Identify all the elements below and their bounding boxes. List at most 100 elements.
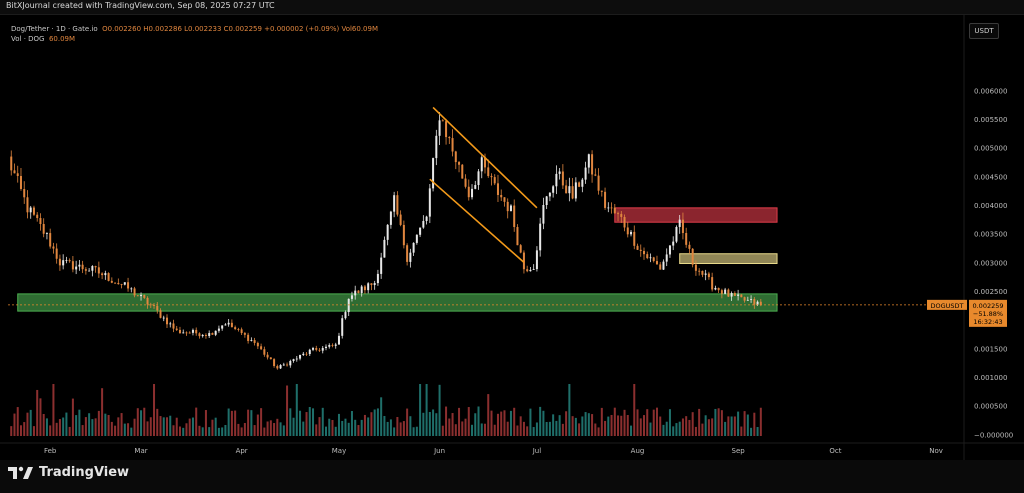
x-tick-label: Jul	[532, 447, 542, 455]
volume-bar	[558, 415, 561, 436]
y-tick-label: 0.000500	[974, 403, 1007, 411]
y-tick-label: 0.003000	[974, 259, 1007, 267]
tradingview-logo[interactable]: TradingView	[8, 464, 129, 480]
candle-body	[574, 182, 577, 199]
volume-bar	[724, 421, 727, 436]
candle-body	[753, 299, 756, 305]
volume-bar	[149, 417, 152, 436]
support-zone[interactable]	[17, 293, 778, 312]
volume-bar	[58, 419, 61, 436]
volume-bar	[107, 415, 110, 436]
candle-body	[78, 264, 81, 267]
candle-body	[208, 333, 211, 336]
volume-bar	[302, 421, 305, 436]
candle-body	[91, 266, 94, 271]
candle-body	[36, 214, 39, 219]
volume-bar	[88, 413, 91, 436]
volume-bar	[574, 417, 577, 436]
volume-bar	[65, 412, 68, 436]
candle-body	[655, 261, 658, 265]
candle-body	[545, 196, 548, 206]
volume-bar	[224, 425, 227, 436]
price-chart[interactable]: 0.006000 0.005500 0.005000 0.004500 0.004000…	[0, 15, 1024, 460]
candle-body	[344, 312, 347, 319]
volume-bar	[393, 427, 396, 436]
candle-body	[490, 176, 493, 178]
channel-line[interactable]	[432, 106, 538, 209]
chart-area[interactable]: 0.006000 0.005500 0.005000 0.004500 0.004000…	[0, 15, 1024, 460]
volume-bar	[701, 423, 704, 436]
volume-bar	[286, 385, 289, 436]
candle-body	[153, 305, 156, 306]
volume-bar	[506, 421, 509, 436]
candle-body	[604, 191, 607, 208]
mid-zone[interactable]	[679, 253, 778, 264]
volume-bar	[191, 417, 194, 436]
candle-body	[71, 261, 74, 270]
candle-body	[266, 354, 269, 358]
candle-body	[324, 346, 328, 349]
volume-bar	[545, 422, 548, 436]
zones[interactable]	[17, 207, 778, 312]
volume-bar	[42, 413, 45, 436]
candle-body	[552, 186, 555, 193]
volume-bar	[383, 415, 386, 436]
volume-bar	[182, 427, 185, 436]
volume-bar	[756, 427, 759, 436]
volume-bar	[380, 397, 383, 436]
volume-bar	[357, 425, 360, 436]
candle-body	[286, 364, 289, 366]
resistance-zone[interactable]	[614, 207, 778, 223]
volume-bar	[759, 407, 762, 436]
candle-body	[305, 353, 308, 355]
volume-bar	[642, 415, 646, 436]
candle-body	[237, 329, 240, 330]
volume-bar	[178, 426, 181, 436]
candle-body	[165, 317, 169, 325]
volume-bar	[344, 418, 347, 436]
candle-body	[367, 283, 370, 291]
volume-bar	[402, 421, 405, 436]
candle-body	[471, 188, 474, 198]
volume-bar	[263, 427, 266, 436]
candles	[10, 112, 762, 370]
volume-bar	[299, 410, 302, 436]
candle-body	[211, 333, 214, 335]
candle-body	[289, 360, 292, 366]
candle-body	[445, 121, 448, 138]
volume-bar	[698, 408, 701, 436]
volume-bar	[367, 417, 370, 436]
candle-body	[597, 175, 600, 191]
candle-body	[282, 364, 285, 366]
candle-body	[256, 342, 259, 347]
volume-bar	[458, 407, 461, 436]
attribution-text: BitXJournal created with TradingView.com…	[6, 1, 275, 10]
volume-bar	[370, 412, 373, 436]
candle-body	[419, 227, 422, 235]
volume-bar	[685, 416, 688, 436]
currency-button[interactable]: USDT	[969, 23, 999, 39]
volume-bar	[62, 417, 65, 436]
candle-body	[182, 332, 185, 334]
candle-body	[730, 293, 733, 297]
candle-body	[175, 328, 178, 330]
volume-bar	[646, 409, 649, 436]
volume-bar	[334, 426, 337, 436]
volume-bar	[250, 410, 253, 436]
channel-lines[interactable]	[429, 106, 538, 263]
candle-body	[428, 188, 431, 217]
volume-bar	[432, 409, 435, 436]
volume-bar	[331, 419, 334, 436]
candle-body	[370, 283, 373, 286]
volume-bar	[45, 418, 48, 436]
candle-body	[623, 216, 626, 228]
volume-bar	[159, 416, 162, 436]
candle-body	[558, 171, 561, 174]
volume-bar	[337, 413, 340, 436]
volume-bar	[584, 412, 587, 436]
volume-bar	[477, 406, 480, 436]
volume-bar	[591, 414, 594, 436]
channel-line[interactable]	[429, 178, 525, 263]
candle-body	[101, 273, 104, 276]
